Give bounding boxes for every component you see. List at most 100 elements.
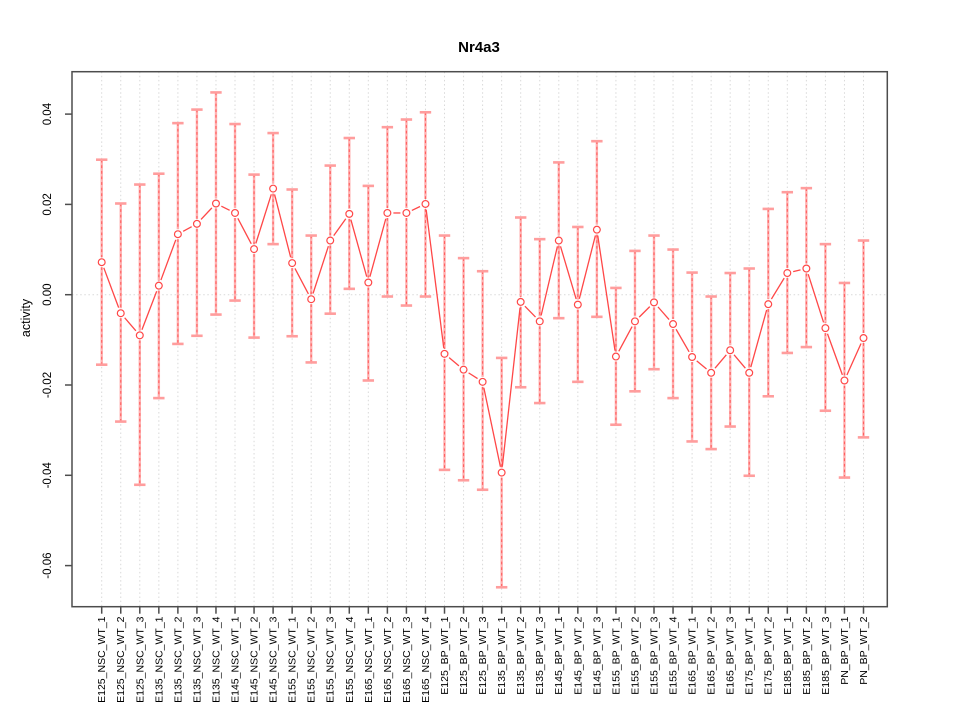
data-line-segment [559, 246, 577, 300]
data-line-segment [501, 307, 521, 467]
data-point-marker [116, 309, 125, 318]
data-line-segment [618, 326, 633, 352]
data-line-segment [826, 333, 844, 376]
x-tick-label: E155_BP_WT_1 [610, 616, 622, 694]
data-markers-layer [97, 184, 868, 477]
data-line-segment [524, 305, 536, 318]
data-point-marker [250, 245, 259, 254]
error-bar [343, 136, 355, 291]
data-line-segment [350, 219, 368, 277]
y-tick-label: -0.06 [42, 552, 54, 578]
data-line-segment [103, 267, 120, 308]
error-bar [572, 225, 584, 384]
data-line-segment [273, 194, 292, 258]
x-tick-label: E135_BP_WT_1 [496, 616, 508, 694]
data-line-layer [103, 194, 862, 467]
data-point-marker [764, 300, 773, 309]
data-line-segment [425, 209, 445, 348]
data-line-segment [221, 205, 230, 211]
error-bar [724, 271, 736, 428]
x-tick-label: E135_NSC_WT_2 [172, 616, 184, 703]
x-tick-label: E145_BP_WT_1 [553, 616, 565, 694]
error-bar [495, 356, 508, 589]
x-tick-label: E165_BP_WT_3 [725, 616, 737, 694]
y-tick-label: -0.04 [42, 462, 54, 489]
error-bar [819, 242, 832, 413]
data-point-marker [573, 300, 582, 309]
chart-title: Nr4a3 [458, 39, 500, 56]
x-tick-label: PN_BP_WT_1 [839, 616, 851, 684]
error-bar [229, 122, 241, 302]
data-line-segment [657, 306, 670, 320]
x-tick-labels: E125_NSC_WT_1 E125_NSC_WT_2 E125_NSC_WT_3 E… [96, 616, 870, 703]
x-tick-label: E125_BP_WT_1 [439, 616, 451, 694]
x-tick-label: E145_BP_WT_3 [591, 616, 603, 694]
error-bar [438, 234, 451, 472]
error-bar [400, 118, 413, 307]
x-tick-label: E165_BP_WT_1 [687, 616, 699, 694]
data-point-marker [821, 324, 830, 333]
y-tick-labels: 0.04 0.02 0.00 -0.02 -0.04 -0.06 [42, 102, 54, 578]
data-line-segment [141, 291, 158, 330]
data-line-segment [750, 309, 768, 368]
x-tick-label: E185_BP_WT_1 [782, 616, 794, 694]
data-point-marker [535, 317, 544, 326]
data-point-marker [288, 259, 297, 268]
error-bar [419, 110, 432, 298]
error-bar [381, 125, 394, 298]
error-bar [191, 108, 203, 338]
x-tick-label: E135_BP_WT_2 [515, 616, 527, 694]
x-tick-label: E125_BP_WT_3 [477, 616, 489, 694]
grid-layer [72, 71, 888, 607]
x-tick-label: E145_BP_WT_2 [572, 616, 584, 694]
data-point-marker [231, 208, 240, 217]
data-line-segment [793, 269, 801, 273]
error-bar [705, 295, 717, 451]
data-line-segment [807, 274, 825, 323]
y-tick-label: 0.02 [42, 193, 54, 215]
data-point-marker [459, 365, 468, 374]
data-point-marker [707, 368, 716, 377]
error-bar [553, 161, 565, 320]
data-line-segment [312, 246, 330, 294]
error-bar [248, 173, 260, 339]
data-point-marker [554, 236, 563, 245]
x-tick-label: E165_BP_WT_2 [706, 616, 718, 694]
data-point-marker [326, 236, 335, 245]
data-line-segment [846, 343, 862, 376]
data-point-marker [516, 297, 525, 306]
x-tick-label: E155_BP_WT_4 [668, 616, 680, 694]
data-line-segment [255, 194, 272, 244]
x-tick-label: E165_NSC_WT_2 [382, 616, 394, 703]
x-tick-label: E125_BP_WT_2 [458, 616, 470, 694]
x-tick-label: E175_BP_WT_1 [744, 616, 756, 694]
x-tick-label: E125_NSC_WT_1 [96, 616, 108, 703]
x-tick-label: E175_BP_WT_2 [763, 616, 775, 694]
data-point-marker [307, 295, 316, 304]
x-tick-label: E155_NSC_WT_2 [306, 616, 318, 703]
data-point-marker [592, 225, 601, 234]
error-bar [514, 216, 527, 389]
error-bar [267, 131, 279, 246]
x-tick-label: E135_NSC_WT_4 [210, 616, 222, 703]
x-tick-label: E165_NSC_WT_1 [363, 616, 375, 703]
x-tick-label: E135_BP_WT_3 [534, 616, 546, 694]
data-point-marker [611, 352, 620, 361]
data-point-marker [669, 320, 678, 329]
data-point-marker [383, 208, 392, 217]
data-line-segment [160, 239, 177, 281]
x-tick-label: E185_BP_WT_3 [820, 616, 832, 694]
error-bar [857, 239, 870, 439]
error-bar [667, 248, 679, 400]
error-bar [610, 286, 622, 427]
data-line-segment [696, 360, 707, 370]
data-line-segment [182, 226, 192, 232]
x-tick-label: E165_NSC_WT_3 [401, 616, 413, 703]
error-bar [629, 249, 641, 393]
data-line-segment [124, 317, 137, 332]
x-tick-label: E145_NSC_WT_1 [229, 616, 241, 703]
error-bar [153, 172, 165, 400]
data-point-marker [192, 219, 201, 228]
error-bar [591, 139, 603, 319]
